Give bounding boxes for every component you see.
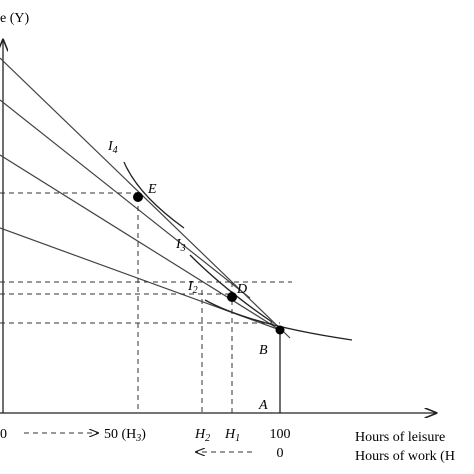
budget-line (0, 154, 281, 331)
tick-label: H2 (194, 427, 210, 444)
point-label: D (236, 282, 247, 297)
point-label: A (258, 398, 268, 413)
indifference-curve (123, 161, 185, 229)
point (275, 325, 285, 335)
point (227, 292, 237, 302)
x-axis-label: Hours of leisure (355, 430, 445, 445)
tick-label: 0 (277, 446, 284, 461)
point (133, 192, 143, 202)
budget-line (0, 99, 251, 299)
tick-label: 50 (H3) (104, 427, 146, 444)
tick-label: 100 (270, 427, 291, 442)
point-label: B (259, 343, 268, 358)
x-axis-label: Hours of work (H (355, 449, 455, 464)
indifference-curve (189, 254, 273, 323)
tick-label: 0 (0, 427, 7, 442)
curve-label: I2 (187, 279, 198, 296)
point-label: E (147, 182, 157, 197)
curve-label: I3 (175, 237, 186, 254)
curve-label: I4 (107, 139, 118, 156)
indifference-curve (204, 299, 353, 341)
tick-label: H1 (224, 427, 240, 444)
y-axis-label: e (Y) (0, 11, 29, 26)
